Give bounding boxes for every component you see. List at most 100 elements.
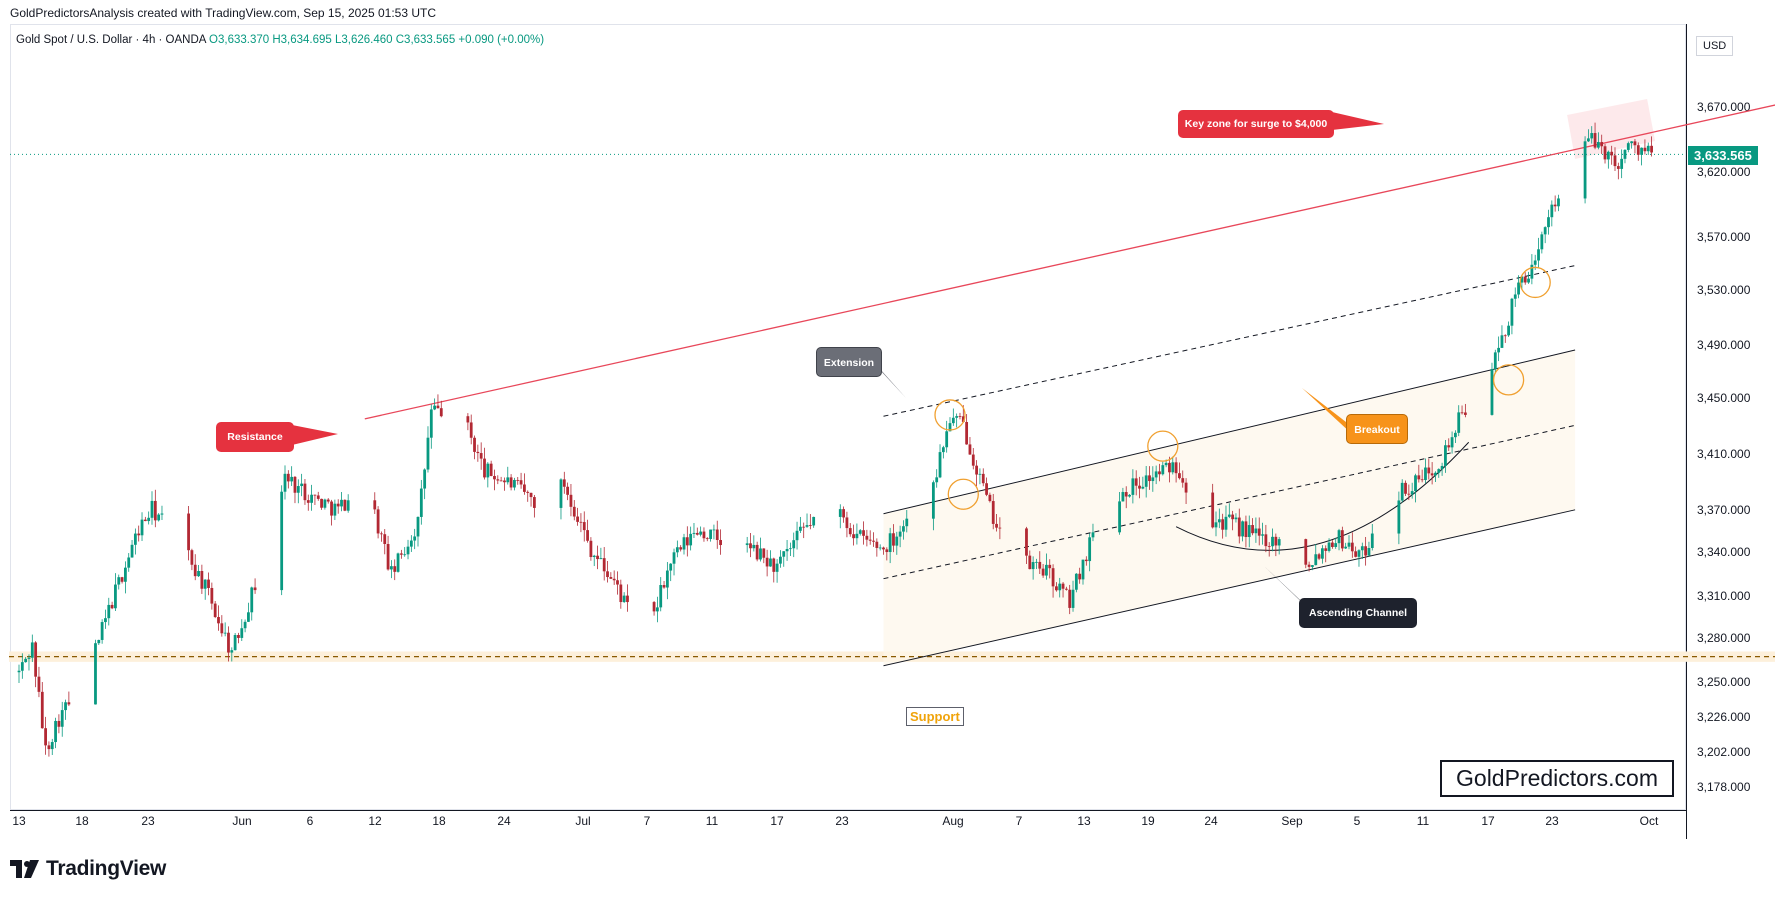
candle-body <box>765 557 769 567</box>
candle-body <box>1164 462 1168 466</box>
candle-body <box>1038 561 1042 569</box>
resistance-callout: Resistance <box>216 422 294 452</box>
candle-body <box>1324 548 1328 551</box>
candle-body <box>775 563 779 572</box>
candle-body <box>1537 249 1540 261</box>
candle-body <box>951 417 955 424</box>
candle-body <box>1184 482 1188 493</box>
candle-body <box>34 642 38 677</box>
candle-body <box>1503 335 1507 337</box>
candle-body <box>1610 151 1614 156</box>
candle-body <box>147 517 151 522</box>
candle-body <box>752 544 756 549</box>
candle-body <box>865 535 869 540</box>
candle-body <box>1141 486 1145 489</box>
candle-body <box>898 531 902 537</box>
candle-body <box>695 532 699 535</box>
candle-body <box>745 543 749 546</box>
candle-body <box>67 702 71 705</box>
candle-body <box>699 531 703 535</box>
candle-body <box>493 475 496 480</box>
candle-body <box>40 691 44 729</box>
candle-body <box>705 538 709 540</box>
candle-body <box>523 484 526 492</box>
candle-body <box>426 437 430 470</box>
support-label: Support <box>906 707 964 726</box>
candle-body <box>848 528 852 535</box>
candle-body <box>526 491 530 493</box>
candle-body <box>1444 445 1447 466</box>
candle-body <box>1274 536 1278 546</box>
candle-body <box>190 550 194 565</box>
pivot-circle <box>1492 364 1525 396</box>
tradingview-logo[interactable]: TradingView <box>10 857 166 881</box>
candle-body <box>1606 151 1610 160</box>
candle-body <box>981 473 985 484</box>
candle-body <box>792 540 796 549</box>
candle-body <box>1370 533 1374 549</box>
candle-body <box>386 544 390 570</box>
candle-body <box>24 658 28 663</box>
candle-body <box>772 558 776 572</box>
candle-body <box>885 549 889 553</box>
candle-body <box>572 506 576 517</box>
candle-body <box>1144 475 1148 487</box>
candle-body <box>988 494 992 502</box>
extension-line <box>883 265 1576 417</box>
candle-body <box>390 566 393 570</box>
candle-body <box>313 494 317 496</box>
current-price-tag: 3,633.565 <box>1688 146 1758 165</box>
x-tick-label: 18 <box>432 814 446 828</box>
candle-body <box>665 570 669 588</box>
candle-body <box>1427 467 1431 474</box>
candle-body <box>107 604 111 619</box>
candle-body <box>1178 473 1181 479</box>
tradingview-logo-icon <box>10 860 39 878</box>
candle-body <box>473 437 476 452</box>
candle-body <box>1211 492 1215 528</box>
candle-body <box>293 476 297 493</box>
currency-selector[interactable]: USD <box>1696 36 1734 56</box>
candle-body <box>679 547 683 550</box>
candle-body <box>1420 479 1424 481</box>
candle-body <box>1247 525 1251 538</box>
candle-body <box>1460 412 1464 414</box>
candle-body <box>1074 573 1078 590</box>
candle-body <box>1463 412 1467 415</box>
candle-body <box>1307 564 1311 567</box>
candle-body <box>1048 564 1052 569</box>
candle-body <box>662 585 666 588</box>
candle-body <box>197 570 200 577</box>
candle-body <box>1500 335 1504 348</box>
candle-body <box>1603 146 1607 160</box>
candle-body <box>888 533 892 553</box>
candle-body <box>413 536 417 541</box>
candle-body <box>1217 519 1221 523</box>
candle-body <box>1171 462 1175 473</box>
candle-body <box>17 670 21 673</box>
breakout-label: Breakout <box>1354 424 1400 436</box>
candle-body <box>340 499 343 507</box>
candle-body <box>709 529 712 539</box>
candle-body <box>532 497 536 508</box>
candle-body <box>1400 482 1404 501</box>
candle-body <box>1360 546 1364 551</box>
candle-body <box>805 525 809 527</box>
candle-body <box>596 555 599 560</box>
candle-body <box>1404 482 1407 494</box>
y-tick-label: 3,280.000 <box>1697 631 1751 645</box>
candle-body <box>1154 471 1158 478</box>
y-tick-label: 3,670.000 <box>1697 100 1751 114</box>
candle-body <box>303 483 307 501</box>
trendlines-layer <box>9 104 1775 667</box>
candle-body <box>862 530 865 536</box>
candle-body <box>193 564 197 577</box>
tradingview-logo-text: TradingView <box>46 857 167 880</box>
candle-body <box>1626 143 1630 150</box>
candle-body <box>433 405 437 410</box>
candle-body <box>403 554 407 556</box>
candle-body <box>1161 465 1165 475</box>
candle-body <box>1128 494 1131 497</box>
candle-body <box>875 541 879 548</box>
candle-body <box>802 526 806 528</box>
